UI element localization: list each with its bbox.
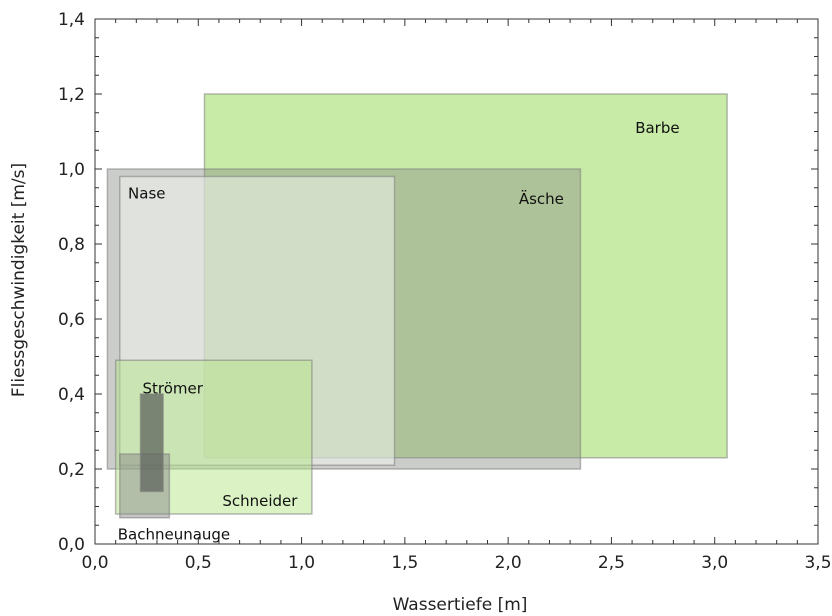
x-tick-label: 3,0	[701, 553, 728, 573]
x-tick-label: 2,5	[598, 553, 625, 573]
y-tick-label: 1,4	[58, 10, 85, 30]
y-tick-label: 1,0	[58, 160, 85, 180]
x-tick-label: 0,0	[81, 553, 108, 573]
y-axis-label: Fliessgeschwindigkeit [m/s]	[9, 163, 29, 397]
range-rect-stroemer	[139, 393, 164, 493]
series-label-aesche: Äsche	[519, 189, 564, 208]
x-tick-label: 1,0	[288, 553, 315, 573]
y-tick-label: 0,6	[58, 310, 85, 330]
x-tick-label: 1,5	[391, 553, 418, 573]
y-tick-label: 0,8	[58, 235, 85, 255]
series-label-schneider: Schneider	[222, 492, 298, 510]
y-tick-label: 0,2	[58, 460, 85, 480]
x-axis-label: Wassertiefe [m]	[393, 595, 528, 615]
x-tick-label: 3,5	[804, 553, 831, 573]
series-label-stroemer: Strömer	[143, 379, 204, 397]
x-tick-label: 0,5	[185, 553, 212, 573]
series-label-barbe: Barbe	[635, 119, 679, 137]
series-label-nase: Nase	[128, 184, 165, 202]
y-tick-label: 1,2	[58, 85, 85, 105]
species-labels: Barbe Äsche Nase Schneider Bachneunauge Ström…	[118, 119, 680, 544]
range-rectangles	[106, 93, 728, 519]
y-tick-label: 0,0	[58, 535, 85, 555]
x-tick-label: 2,0	[495, 553, 522, 573]
series-label-bachneunauge: Bachneunauge	[118, 526, 230, 544]
axes: 0,0 0,5 1,0 1,5 2,0 2,5 3,0 3,5 0,0 0,2 0,4 0,6 0,8 1…	[58, 10, 832, 573]
y-tick-label: 0,4	[58, 385, 85, 405]
